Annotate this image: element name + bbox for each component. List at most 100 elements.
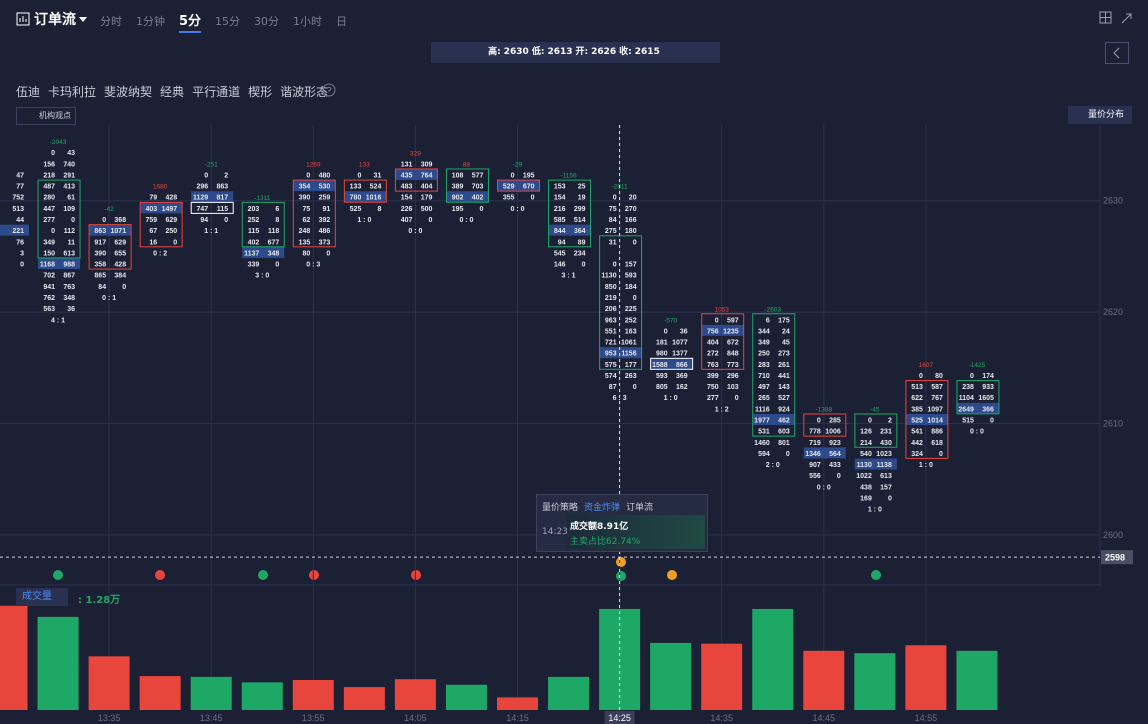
bid-volume: 126 <box>860 429 872 436</box>
ratio-label: 1 : 0 <box>919 462 933 469</box>
bid-volume: 563 <box>43 306 55 313</box>
dropdown-arrow[interactable] <box>76 14 90 24</box>
bid-volume: 545 <box>554 250 566 257</box>
ask-volume: 24 <box>782 328 790 335</box>
ask-volume: 0 <box>939 451 943 458</box>
bid-volume: 16 <box>149 239 157 246</box>
tool-tab[interactable]: 经典 <box>160 85 185 99</box>
imbalance-cell <box>854 458 897 470</box>
ask-volume: 0 <box>786 451 790 458</box>
period-tab[interactable]: 分时 <box>100 14 122 28</box>
period-tab[interactable]: 30分 <box>254 14 280 28</box>
bid-volume: 1130 <box>601 273 616 280</box>
bid-volume: 79 <box>149 195 157 202</box>
bid-volume: 1588 <box>652 362 668 369</box>
tooltip-tab[interactable]: 量价策略 <box>542 503 579 513</box>
bid-volume: 531 <box>758 429 770 436</box>
tool-tab[interactable]: 谐波形态 <box>280 85 329 99</box>
candle-body <box>37 179 81 259</box>
window-icons[interactable] <box>1098 10 1138 26</box>
tooltip-tab[interactable]: 资金炸弹 <box>584 503 621 513</box>
bid-volume: 762 <box>43 295 55 302</box>
ask-volume: 597 <box>727 317 739 324</box>
bid-volume: 435 <box>401 172 413 179</box>
ask-volume: 166 <box>625 217 637 224</box>
ask-volume: 291 <box>63 172 75 179</box>
ask-volume: 270 <box>625 206 637 213</box>
imbalance-cell <box>446 191 489 203</box>
bid-volume: 252 <box>248 217 260 224</box>
bid-volume: 407 <box>401 217 413 224</box>
ask-volume: 0 <box>224 217 228 224</box>
imbalance-cell <box>395 168 438 180</box>
bid-volume: 216 <box>554 206 566 213</box>
ask-volume: 524 <box>370 184 382 191</box>
ask-volume: 61 <box>67 195 75 202</box>
ask-volume: 577 <box>472 172 484 179</box>
opinion-tag[interactable]: 机构观点 <box>16 107 76 125</box>
period-tab[interactable]: 15分 <box>215 14 241 28</box>
bid-volume: 710 <box>758 373 770 380</box>
ask-volume: 180 <box>625 228 637 235</box>
delta-label: -1388 <box>815 406 832 413</box>
tooltip-tabs: 量价策略 资金炸弹 订单流 <box>542 500 659 513</box>
ask-volume: 886 <box>931 429 943 436</box>
ohlc-value: 2626 <box>591 47 617 57</box>
delta-label: -251 <box>205 161 218 168</box>
period-tab[interactable]: 日 <box>336 14 348 28</box>
candle-body <box>752 313 796 437</box>
ask-volume: 527 <box>778 395 790 402</box>
delta-label: -1425 <box>969 362 986 369</box>
tooltip-tab[interactable]: 订单流 <box>626 503 654 513</box>
tool-tab[interactable]: 楔形 <box>248 85 273 99</box>
ask-volume: 77 <box>16 184 24 191</box>
bid-volume: 0 <box>715 317 719 324</box>
ask-volume: 514 <box>574 217 586 224</box>
ohlc-label: 收: <box>619 47 632 57</box>
bid-volume: 94 <box>200 217 208 224</box>
ask-volume: 0 <box>20 262 24 269</box>
ask-volume: 11 <box>68 239 76 246</box>
ask-volume: 112 <box>64 228 75 235</box>
help-icon[interactable] <box>322 83 336 97</box>
period-tab[interactable]: 5分 <box>179 13 202 33</box>
delta-label: 1269 <box>306 161 321 168</box>
ask-volume: 184 <box>625 284 637 291</box>
toolbar: 订单流 分时 1分钟 5分 15分 30分 1小时日 <box>16 9 361 33</box>
volume-bar <box>497 697 538 710</box>
imbalance-cell <box>0 224 29 236</box>
ask-volume: 433 <box>829 462 841 469</box>
volume-bar <box>37 616 79 710</box>
tool-tab[interactable]: 伍迪 <box>16 85 41 99</box>
volume-profile-button[interactable]: 量价分布 <box>1068 106 1133 124</box>
period-tab[interactable]: 1小时 <box>293 14 323 28</box>
period-tab[interactable]: 1分钟 <box>136 14 165 28</box>
bid-volume: 497 <box>758 384 770 391</box>
ask-volume: 44 <box>16 217 24 224</box>
bid-volume: 0 <box>102 217 106 224</box>
ask-volume: 0 <box>735 395 739 402</box>
bid-volume: 759 <box>145 217 157 224</box>
ask-volume: 764 <box>421 172 433 179</box>
bid-volume: 0 <box>613 195 617 202</box>
tool-tab[interactable]: 斐波纳契 <box>104 85 153 99</box>
volume-dropdown[interactable]: 成交量 <box>16 588 68 606</box>
ask-volume: 177 <box>625 362 637 369</box>
bid-volume: 622 <box>911 395 923 402</box>
bid-volume: 131 <box>401 161 413 168</box>
bid-volume: 238 <box>962 384 974 391</box>
tool-tab[interactable]: 卡玛利拉 <box>48 85 97 99</box>
bid-volume: 953 <box>605 351 617 358</box>
ask-volume: 0 <box>633 384 637 391</box>
view-title[interactable]: 订单流 <box>34 12 76 28</box>
ask-volume: 392 <box>319 217 331 224</box>
bid-volume: 0 <box>970 373 974 380</box>
tool-tab[interactable]: 平行通道 <box>192 85 241 99</box>
volume-bar <box>956 650 998 710</box>
bid-volume: 0 <box>817 417 821 424</box>
collapse-button[interactable] <box>1105 42 1129 64</box>
ask-volume: 404 <box>421 184 433 191</box>
x-tick-label: 13:45 <box>200 713 223 723</box>
volume-bar <box>241 682 283 710</box>
ask-volume: 618 <box>931 440 943 447</box>
